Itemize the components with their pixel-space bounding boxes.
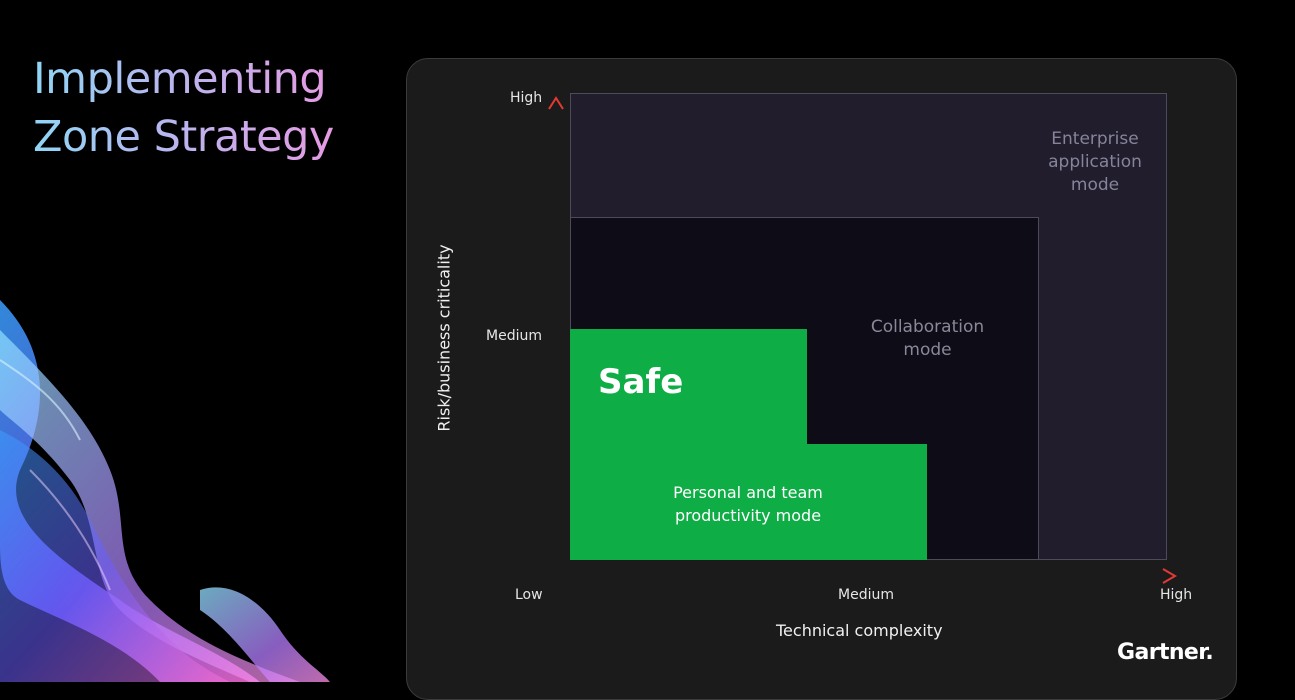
enterprise-label-line: mode: [1070, 175, 1120, 195]
personal-label-line: productivity mode: [674, 506, 822, 525]
collaboration-label-line: Collaboration: [870, 317, 985, 337]
personal-zone-label: Personal and team productivity mode: [640, 481, 856, 527]
y-axis-title: Risk/business criticality: [434, 244, 454, 432]
enterprise-zone-label: Enterprise application mode: [1030, 128, 1160, 197]
y-tick-medium: Medium: [486, 328, 542, 344]
x-tick-low: Low: [515, 587, 543, 603]
safe-zone-shape: [570, 329, 927, 560]
safe-zone: [570, 329, 927, 560]
collaboration-label-line: mode: [903, 340, 952, 360]
enterprise-label-line: application: [1048, 152, 1142, 172]
slide-title: Implementing Zone Strategy: [33, 50, 334, 166]
slide-title-line-1: Implementing: [33, 54, 327, 104]
safe-label: Safe: [598, 362, 684, 402]
x-axis-title: Technical complexity: [776, 621, 943, 640]
personal-label-line: Personal and team: [673, 483, 823, 502]
enterprise-label-line: Enterprise: [1051, 129, 1139, 149]
x-tick-medium: Medium: [838, 587, 894, 603]
x-tick-high: High: [1160, 587, 1193, 603]
slide-title-line-2: Zone Strategy: [33, 112, 334, 162]
collaboration-zone-label: Collaboration mode: [845, 316, 1010, 362]
y-tick-high: High: [510, 90, 543, 106]
ribbon-artwork: [0, 300, 330, 682]
gartner-logo: Gartner.: [1117, 640, 1214, 665]
